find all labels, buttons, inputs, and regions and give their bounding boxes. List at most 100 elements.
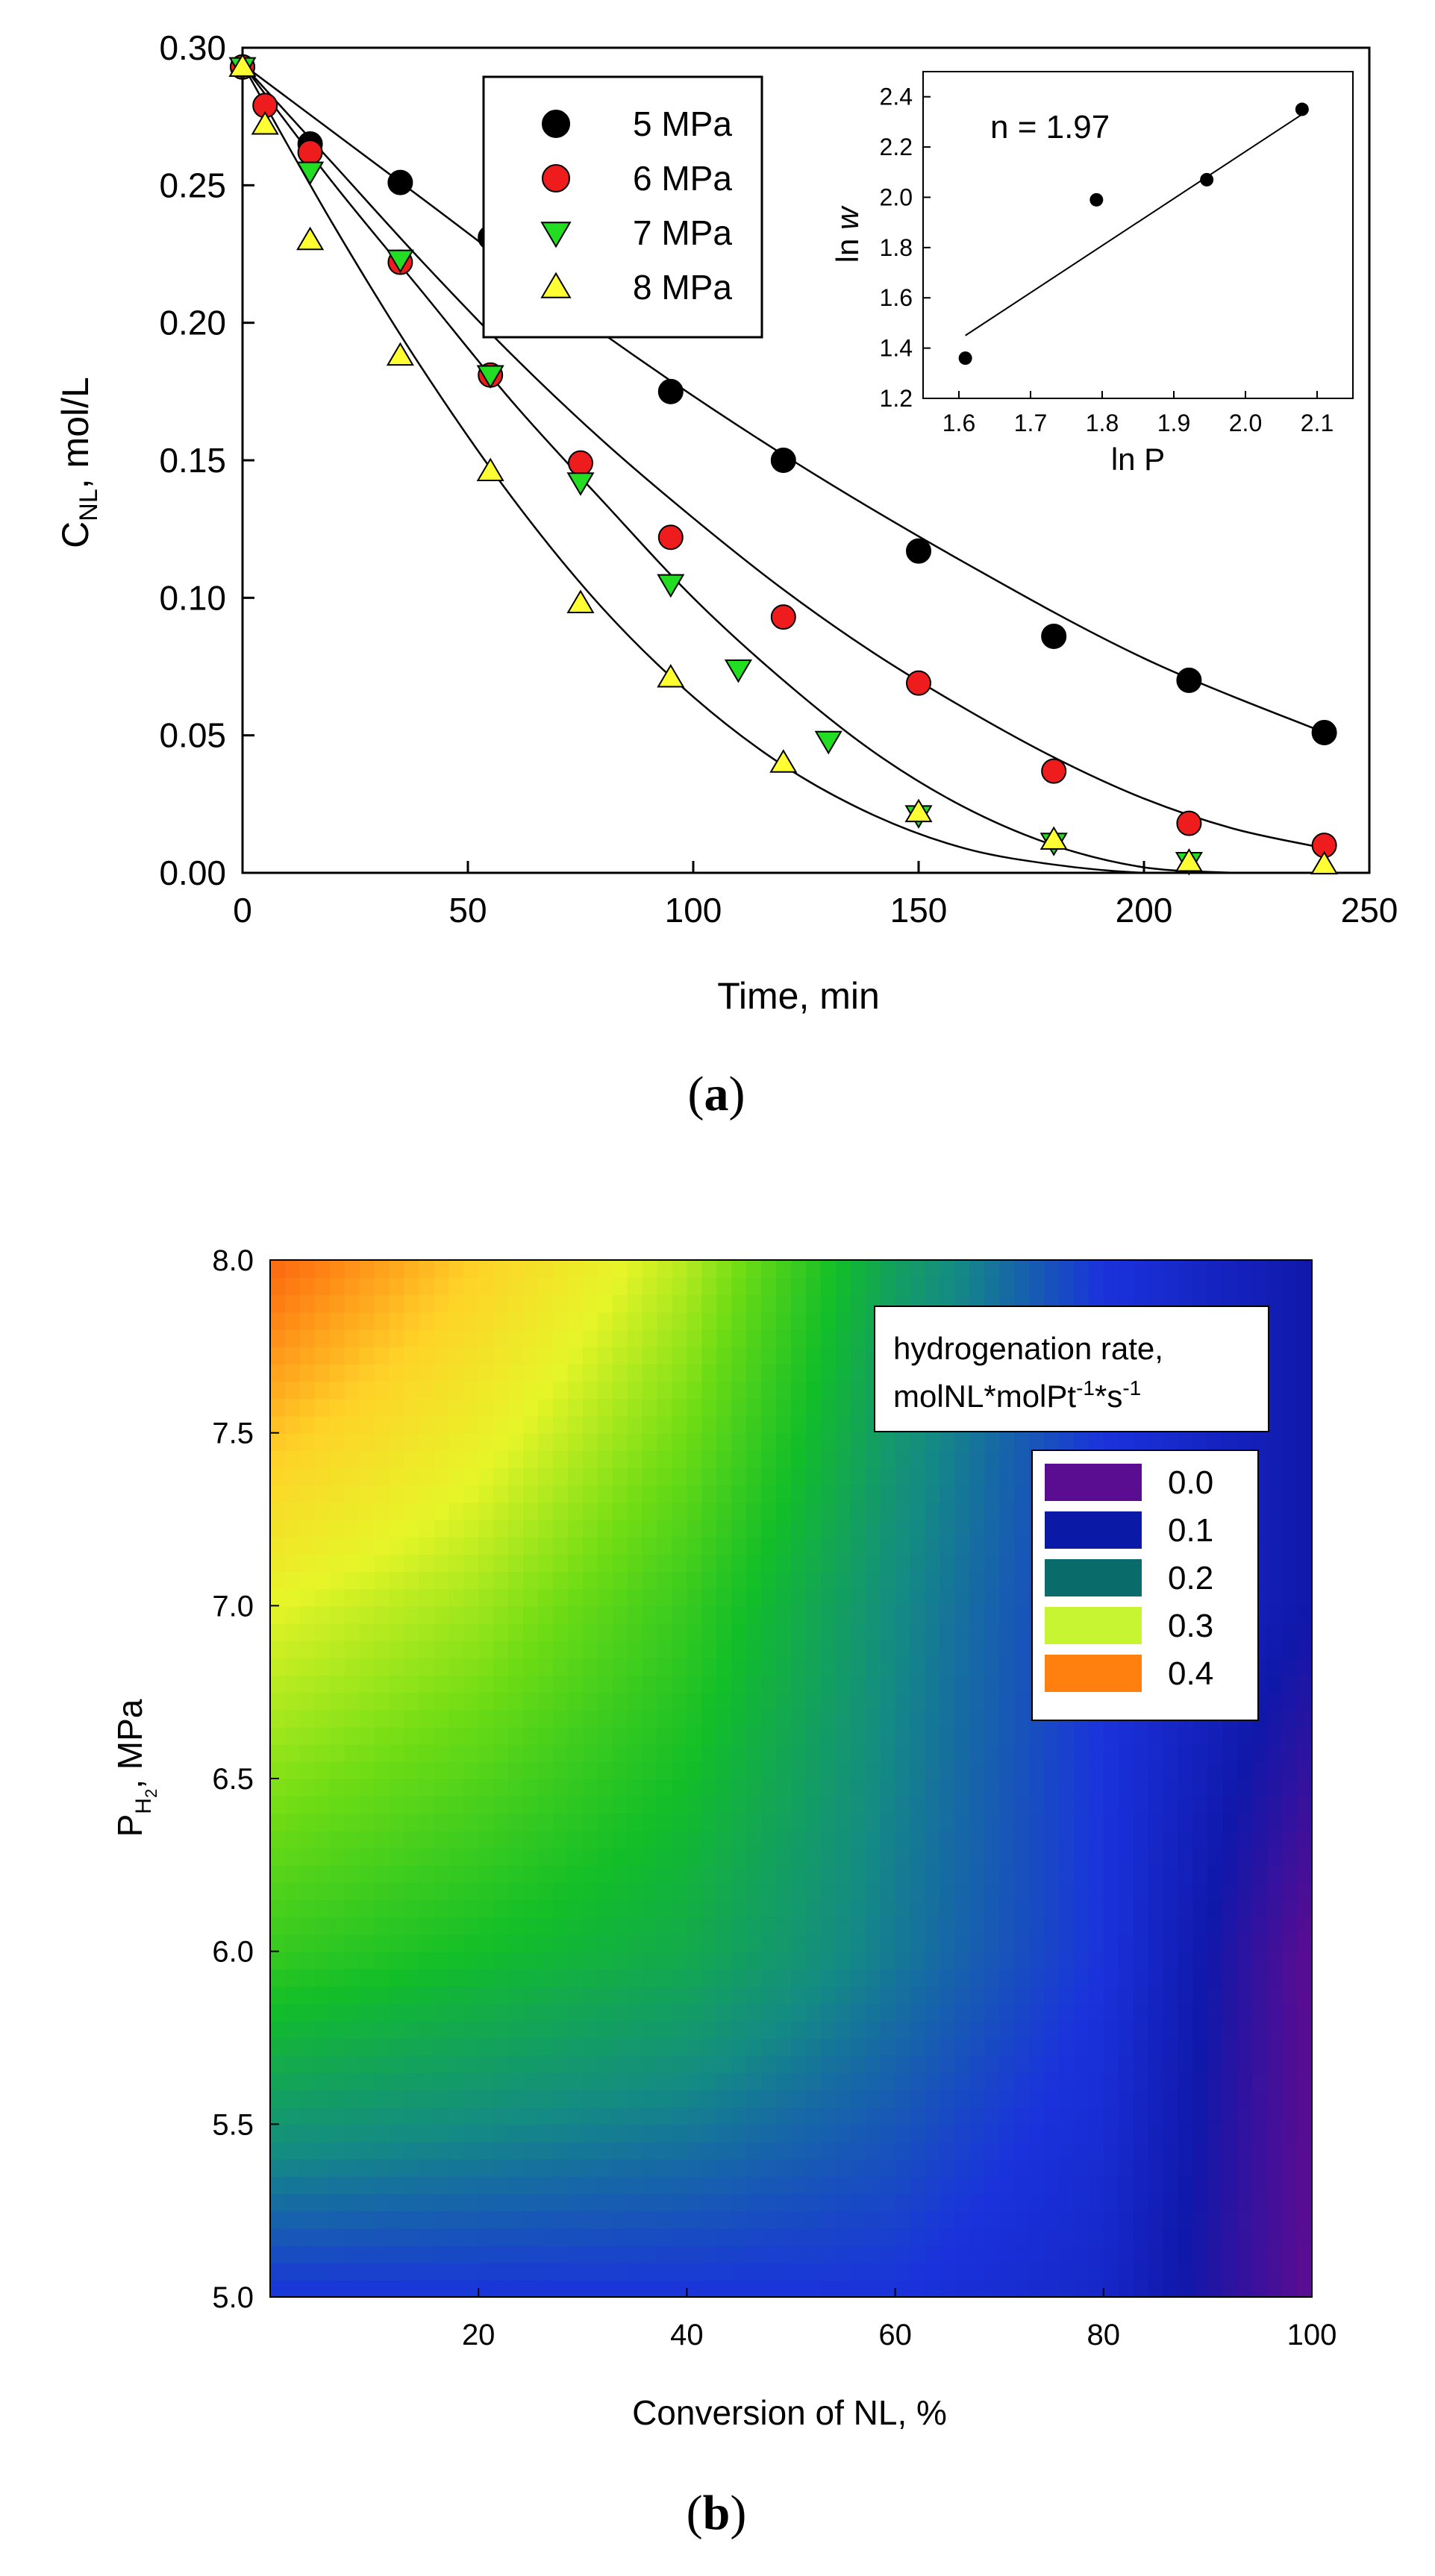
heatmap-cell <box>716 1364 733 1382</box>
heatmap-cell <box>835 2228 851 2246</box>
heatmap-cell <box>850 2037 866 2056</box>
heatmap-cell <box>820 1485 837 1503</box>
heatmap-cell <box>284 2175 301 2194</box>
heatmap-cell <box>314 2193 331 2212</box>
heatmap-cell <box>1297 1899 1312 1918</box>
data-point <box>1039 826 1068 850</box>
heatmap-cell <box>314 1415 331 1434</box>
heatmap-cell <box>478 2262 495 2281</box>
heatmap-cell <box>850 1934 866 1952</box>
inset-y-tick-label: 2.4 <box>880 84 913 110</box>
heatmap-cell <box>1207 2175 1224 2194</box>
heatmap-cell <box>359 2003 375 2022</box>
heatmap-cell <box>404 2210 420 2229</box>
legend-label: 8 MPa <box>633 268 732 307</box>
heatmap-cell <box>1222 2107 1239 2125</box>
heatmap-cell <box>1178 2037 1194 2056</box>
heatmap-cell <box>731 1536 748 1555</box>
heatmap-cell <box>523 1502 539 1520</box>
heatmap-cell <box>344 2158 360 2177</box>
heatmap-cell <box>344 1277 360 1296</box>
heatmap-cell <box>523 1623 539 1641</box>
heatmap-cell <box>805 1432 822 1451</box>
heatmap-cell <box>299 1692 316 1711</box>
data-point <box>657 663 685 688</box>
heatmap-cell <box>552 1779 569 1797</box>
heatmap-cell <box>805 2175 822 2194</box>
heatmap-cell <box>1058 1917 1075 1935</box>
heatmap-cell <box>359 2141 375 2160</box>
heatmap-cell <box>1044 1968 1060 1987</box>
heatmap-cell <box>880 2055 896 2073</box>
heatmap-cell <box>314 1864 331 1883</box>
heatmap-cell <box>1297 1623 1312 1641</box>
heatmap-cell <box>567 1432 584 1451</box>
heatmap-cell <box>791 1485 807 1503</box>
heatmap-cell <box>761 1277 778 1296</box>
heatmap-cell <box>880 1761 896 1779</box>
heatmap-cell <box>344 1692 360 1711</box>
heatmap-cell <box>895 1986 911 2005</box>
heatmap-cell <box>1073 1726 1089 1745</box>
heatmap-cell <box>761 1519 778 1538</box>
heatmap-cell <box>1252 2141 1269 2160</box>
heatmap-cell <box>791 1899 807 1918</box>
heatmap-cell <box>582 1899 598 1918</box>
heatmap-cell <box>1297 1813 1312 1831</box>
heatmap-cell <box>820 1450 837 1468</box>
heatmap-cell <box>791 1294 807 1313</box>
heatmap-cell <box>731 1381 748 1400</box>
heatmap-cell <box>776 1779 792 1797</box>
heatmap-cell <box>954 1640 971 1658</box>
heatmap-cell <box>1178 1277 1194 1296</box>
heatmap-cell <box>746 1675 763 1693</box>
heatmap-cell <box>359 2175 375 2194</box>
heatmap-cell <box>552 2210 569 2229</box>
heatmap-cell <box>314 1830 331 1849</box>
heatmap-cell <box>597 1605 613 1624</box>
heatmap-cell <box>434 1899 450 1918</box>
heatmap-cell <box>910 1882 926 1901</box>
heatmap-cell <box>493 1882 510 1901</box>
heatmap-cell <box>731 1571 748 1590</box>
heatmap-cell <box>537 1917 554 1935</box>
heatmap-cell <box>448 1432 465 1451</box>
heatmap-cell <box>597 1882 613 1901</box>
heatmap-cell <box>537 1899 554 1918</box>
heatmap-cell <box>612 1294 628 1313</box>
heatmap-cell <box>612 1743 628 1762</box>
heatmap-cell <box>567 2090 584 2108</box>
heatmap-cell <box>1163 1951 1179 1969</box>
heatmap-cell <box>716 2037 733 2056</box>
heatmap-cell <box>687 2124 703 2143</box>
heatmap-cell <box>314 1329 331 1347</box>
heatmap-cell <box>419 2141 435 2160</box>
heatmap-cell <box>761 1847 778 1866</box>
heatmap-cell <box>284 1675 301 1693</box>
heatmap-cell <box>999 1813 1016 1831</box>
heatmap-cell <box>299 1761 316 1779</box>
heatmap-cell <box>612 1986 628 2005</box>
heatmap-cell <box>731 2141 748 2160</box>
heatmap-cell <box>1267 1830 1284 1849</box>
heatmap-cell <box>687 2037 703 2056</box>
heatmap-cell <box>567 1951 584 1969</box>
heatmap-cell <box>1252 1934 1269 1952</box>
heatmap-cell <box>805 2090 822 2108</box>
heatmap-cell <box>791 1917 807 1935</box>
heatmap-cell <box>404 1260 420 1279</box>
heatmap-cell <box>434 2193 450 2212</box>
heatmap-cell <box>642 1986 658 2005</box>
heatmap-cell <box>835 1502 851 1520</box>
heatmap-cell <box>657 1899 673 1918</box>
heatmap-cell <box>299 1864 316 1883</box>
heatmap-cell <box>463 1536 480 1555</box>
heatmap-cell <box>716 1830 733 1849</box>
heatmap-cell <box>478 1709 495 1728</box>
heatmap-cell <box>537 2124 554 2143</box>
heatmap-cell <box>1088 2245 1104 2263</box>
heatmap-cell <box>910 1830 926 1849</box>
heatmap-cell <box>895 2279 911 2297</box>
heatmap-cell <box>761 1450 778 1468</box>
heatmap-cell <box>731 2072 748 2090</box>
